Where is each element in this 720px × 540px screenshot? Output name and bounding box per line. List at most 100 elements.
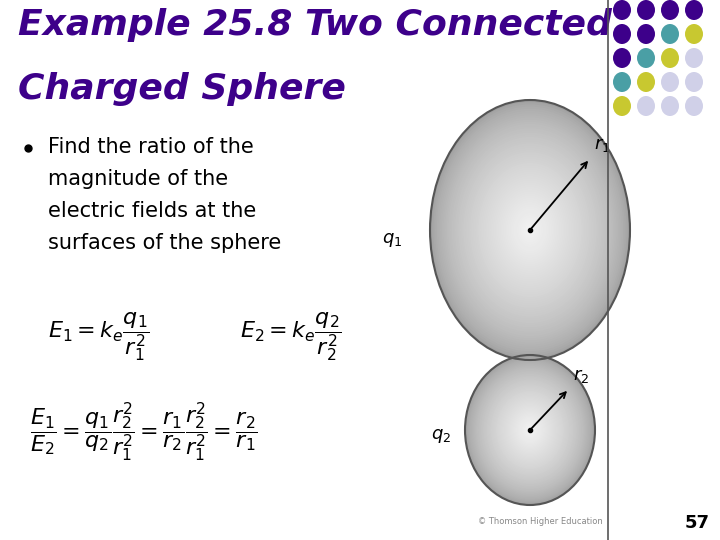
Ellipse shape — [510, 408, 549, 453]
Ellipse shape — [512, 409, 549, 451]
Ellipse shape — [502, 193, 558, 267]
Ellipse shape — [477, 161, 583, 299]
Ellipse shape — [512, 206, 549, 254]
Text: $q_1$: $q_1$ — [382, 231, 402, 249]
Ellipse shape — [485, 379, 575, 481]
Ellipse shape — [479, 372, 581, 489]
Ellipse shape — [445, 119, 615, 341]
Ellipse shape — [613, 72, 631, 92]
Ellipse shape — [482, 167, 578, 293]
Ellipse shape — [465, 145, 595, 314]
Ellipse shape — [467, 147, 593, 312]
Ellipse shape — [483, 170, 577, 291]
Text: 57: 57 — [685, 514, 710, 532]
Ellipse shape — [467, 357, 593, 503]
Ellipse shape — [481, 374, 579, 486]
Ellipse shape — [469, 360, 590, 500]
Ellipse shape — [613, 96, 631, 116]
Ellipse shape — [487, 174, 573, 286]
Ellipse shape — [441, 115, 618, 345]
Ellipse shape — [478, 163, 582, 297]
Ellipse shape — [485, 172, 575, 288]
Ellipse shape — [455, 132, 605, 327]
Ellipse shape — [464, 143, 597, 316]
Ellipse shape — [517, 415, 543, 445]
Ellipse shape — [480, 165, 580, 295]
Ellipse shape — [497, 187, 563, 273]
Ellipse shape — [430, 100, 630, 360]
Ellipse shape — [500, 395, 560, 465]
Text: magnitude of the: magnitude of the — [48, 169, 228, 189]
Ellipse shape — [440, 113, 620, 347]
Ellipse shape — [465, 355, 595, 505]
Ellipse shape — [526, 226, 534, 234]
Ellipse shape — [472, 154, 588, 306]
Ellipse shape — [504, 400, 556, 460]
Ellipse shape — [474, 366, 585, 494]
Ellipse shape — [462, 141, 598, 319]
Ellipse shape — [483, 376, 577, 484]
Ellipse shape — [476, 368, 584, 492]
Ellipse shape — [516, 414, 544, 446]
Text: Find the ratio of the: Find the ratio of the — [48, 137, 253, 157]
Ellipse shape — [521, 418, 540, 441]
Ellipse shape — [518, 416, 542, 444]
Ellipse shape — [661, 0, 679, 20]
Text: $E_2 = k_e \dfrac{q_2}{r_2^2}$: $E_2 = k_e \dfrac{q_2}{r_2^2}$ — [240, 310, 341, 362]
Ellipse shape — [493, 183, 567, 278]
Ellipse shape — [498, 393, 562, 468]
Ellipse shape — [468, 150, 592, 310]
Ellipse shape — [517, 213, 544, 247]
Ellipse shape — [637, 24, 655, 44]
Ellipse shape — [508, 202, 552, 258]
Ellipse shape — [454, 130, 607, 329]
Ellipse shape — [489, 382, 571, 477]
Ellipse shape — [519, 417, 541, 442]
Ellipse shape — [449, 124, 612, 336]
Ellipse shape — [498, 189, 562, 271]
Ellipse shape — [433, 104, 626, 356]
Ellipse shape — [661, 24, 679, 44]
Ellipse shape — [613, 24, 631, 44]
Ellipse shape — [503, 195, 557, 265]
Text: electric fields at the: electric fields at the — [48, 201, 256, 221]
Ellipse shape — [459, 137, 602, 323]
Text: surfaces of the sphere: surfaces of the sphere — [48, 233, 282, 253]
Ellipse shape — [637, 48, 655, 68]
Text: Example 25.8 Two Connected: Example 25.8 Two Connected — [18, 8, 612, 42]
Ellipse shape — [472, 362, 588, 497]
Text: © Thomson Higher Education: © Thomson Higher Education — [478, 517, 603, 526]
Ellipse shape — [451, 128, 608, 332]
Ellipse shape — [473, 157, 587, 303]
Ellipse shape — [529, 429, 531, 431]
Ellipse shape — [613, 0, 631, 20]
Ellipse shape — [515, 413, 545, 448]
Ellipse shape — [637, 96, 655, 116]
Ellipse shape — [446, 122, 613, 339]
Ellipse shape — [485, 377, 575, 483]
Ellipse shape — [528, 428, 532, 433]
Ellipse shape — [505, 198, 555, 262]
Ellipse shape — [487, 380, 573, 480]
Ellipse shape — [500, 396, 559, 464]
Ellipse shape — [494, 389, 566, 471]
Text: $\dfrac{E_1}{E_2} = \dfrac{q_1}{q_2} \dfrac{r_2^2}{r_1^2} = \dfrac{r_1}{r_2} \df: $\dfrac{E_1}{E_2} = \dfrac{q_1}{q_2} \df… — [30, 400, 258, 464]
Ellipse shape — [492, 180, 568, 280]
Ellipse shape — [661, 48, 679, 68]
Text: $q_2$: $q_2$ — [431, 427, 451, 445]
Ellipse shape — [518, 215, 541, 245]
Ellipse shape — [496, 392, 564, 469]
Ellipse shape — [495, 185, 565, 275]
Text: $r_1$: $r_1$ — [594, 137, 611, 154]
Ellipse shape — [432, 102, 629, 358]
Ellipse shape — [487, 381, 572, 479]
Text: Charged Sphere: Charged Sphere — [18, 72, 346, 106]
Ellipse shape — [513, 410, 547, 450]
Ellipse shape — [444, 117, 616, 343]
Ellipse shape — [480, 373, 580, 488]
Ellipse shape — [525, 224, 535, 237]
Ellipse shape — [435, 106, 625, 354]
Ellipse shape — [514, 411, 546, 449]
Ellipse shape — [492, 386, 568, 474]
Ellipse shape — [502, 397, 558, 462]
